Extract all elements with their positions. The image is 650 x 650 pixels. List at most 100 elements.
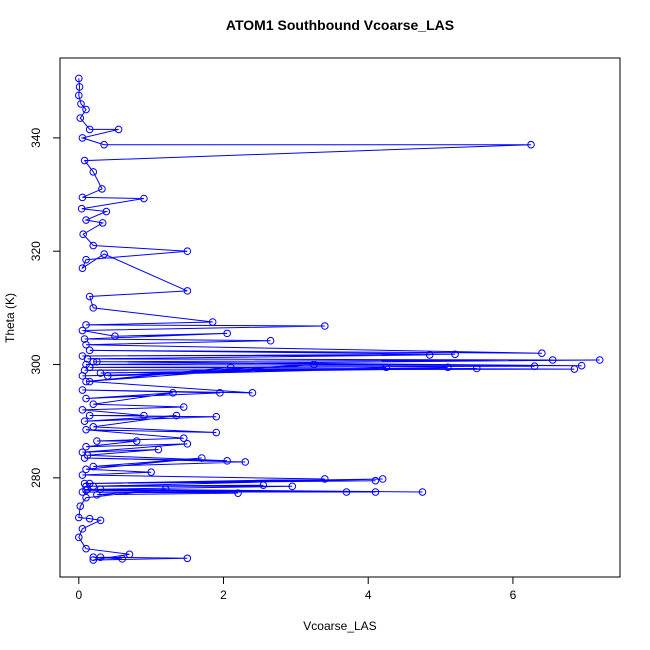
data-point (179, 434, 188, 442)
data-point (93, 437, 101, 445)
data-point (241, 458, 250, 466)
data-point (82, 377, 90, 386)
data-point (78, 193, 87, 202)
data-point (89, 400, 98, 408)
data-point (93, 357, 101, 366)
data-point (248, 389, 257, 397)
data-point (82, 442, 90, 451)
data-point (216, 389, 224, 397)
data-point (76, 502, 85, 510)
data-point (82, 105, 90, 114)
data-point (82, 486, 90, 495)
data-point (98, 219, 107, 227)
data-point (208, 318, 217, 326)
data-point (140, 411, 148, 420)
data-point (78, 406, 87, 414)
data-point (425, 351, 434, 359)
data-point (102, 207, 111, 216)
data-point (85, 411, 94, 420)
data-point (93, 491, 101, 499)
data-point (82, 216, 90, 224)
data-point (89, 423, 98, 431)
data-point (371, 476, 380, 485)
data-point (85, 292, 94, 301)
data-point (198, 454, 206, 462)
data-point (212, 428, 221, 437)
data-point (89, 168, 98, 176)
data-point (321, 322, 329, 330)
data-point (89, 556, 98, 564)
data-point (82, 321, 90, 329)
data-point (78, 372, 87, 380)
data-point (183, 247, 192, 256)
data-point (96, 369, 105, 377)
data-point (172, 411, 181, 420)
data-point (78, 134, 87, 142)
data-point (75, 74, 83, 83)
data-point (85, 125, 94, 134)
data-point (89, 304, 98, 312)
data-point (183, 440, 192, 448)
data-point (161, 485, 170, 493)
data-line (78, 78, 600, 561)
data-point (169, 389, 177, 397)
y-tick-label: 280 (29, 468, 43, 488)
data-point (310, 360, 318, 369)
data-point (82, 425, 90, 434)
x-tick-label: 2 (220, 588, 227, 602)
data-point (472, 364, 481, 373)
data-point (78, 488, 87, 496)
data-point (132, 437, 141, 445)
y-axis-label: Theta (K) (3, 293, 17, 343)
data-point (89, 357, 98, 366)
data-point (77, 100, 85, 108)
data-point (154, 445, 163, 454)
data-point (96, 553, 105, 561)
data-point (85, 377, 94, 386)
data-point (80, 417, 89, 425)
data-point (100, 250, 108, 258)
data-point (321, 475, 329, 483)
data-point (82, 255, 90, 264)
data-point (118, 555, 127, 563)
data-point (85, 514, 94, 523)
data-point (125, 550, 134, 559)
data-point (78, 471, 87, 479)
plot-frame (59, 57, 621, 578)
data-point (223, 457, 231, 465)
data-point (371, 488, 380, 496)
data-point (183, 554, 192, 563)
data-point (96, 485, 105, 493)
data-point (75, 533, 83, 542)
data-point (75, 513, 83, 522)
data-point (89, 241, 98, 250)
data-point (75, 83, 84, 91)
x-tick-label: 6 (510, 588, 517, 602)
data-point (82, 394, 90, 403)
data-point (595, 356, 604, 364)
data-point (226, 363, 235, 372)
data-point (577, 361, 586, 370)
data-point (78, 386, 87, 394)
data-point (76, 114, 85, 122)
data-point (78, 264, 87, 273)
data-point (212, 412, 221, 421)
data-point (111, 332, 119, 340)
data-point (80, 335, 89, 343)
data-point (179, 403, 188, 411)
x-tick-label: 4 (365, 588, 372, 602)
y-tick-label: 340 (29, 128, 43, 148)
y-tick-label: 300 (29, 354, 43, 374)
data-point (82, 544, 90, 553)
data-point (98, 185, 106, 193)
data-point (80, 454, 89, 462)
data-point (538, 349, 546, 357)
data-point (234, 489, 242, 497)
data-point (570, 365, 579, 373)
data-point (89, 553, 98, 561)
data-point (223, 329, 231, 338)
x-axis-label: Vcoarse_LAS (303, 619, 376, 633)
data-point (147, 468, 155, 476)
data-point (527, 140, 535, 149)
